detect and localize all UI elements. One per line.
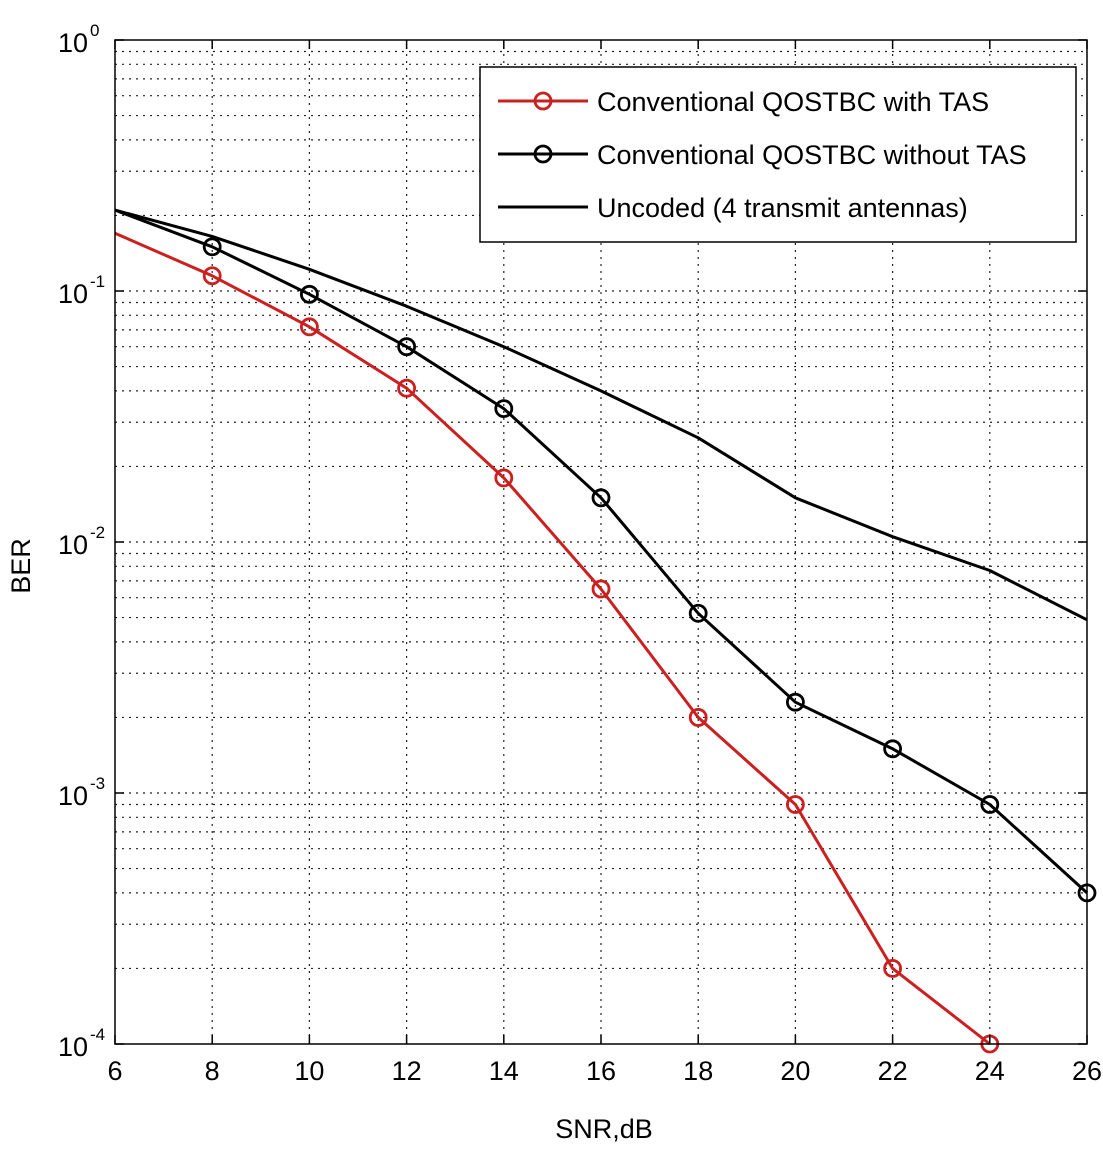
legend: Conventional QOSTBC with TAS Conventional…	[479, 66, 1077, 243]
x-tick-label: 14	[489, 1056, 519, 1086]
x-tick-label: 24	[975, 1056, 1005, 1086]
data-point	[202, 266, 222, 286]
y-tick-label: 10	[58, 279, 88, 309]
x-tick-label: 22	[878, 1056, 908, 1086]
series-line	[114, 231, 991, 1046]
y-tick-label-exponent: -3	[90, 774, 105, 793]
data-point	[299, 284, 319, 304]
data-point	[883, 959, 902, 978]
x-tick-label: 12	[392, 1056, 422, 1086]
plot-series	[114, 208, 1097, 1054]
x-tick-label: 16	[586, 1056, 616, 1086]
legend-label: Uncoded (4 transmit antennas)	[597, 193, 968, 223]
legend-label: Conventional QOSTBC without TAS	[597, 140, 1027, 170]
data-point	[786, 795, 805, 814]
grid-lines	[115, 40, 1087, 1044]
x-tick-label: 10	[294, 1056, 324, 1086]
legend-marker	[533, 144, 553, 164]
data-point	[202, 237, 222, 257]
y-tick-label: 10	[58, 28, 88, 58]
data-point	[688, 708, 708, 727]
legend-marker	[533, 91, 553, 111]
series-line	[114, 208, 1088, 622]
data-point	[494, 399, 514, 418]
x-tick-label: 6	[107, 1056, 122, 1086]
y-tick-label: 10	[58, 530, 88, 560]
y-tick-label: 10	[58, 1032, 88, 1062]
y-tick-label: 10	[58, 781, 88, 811]
y-tick-label-exponent: -1	[90, 272, 105, 291]
data-point	[786, 692, 805, 712]
data-point	[299, 317, 319, 337]
data-point	[688, 603, 708, 623]
series-3	[114, 208, 1088, 622]
series-line	[114, 208, 1089, 895]
y-tick-label-exponent: -4	[90, 1025, 105, 1044]
legend-label: Conventional QOSTBC with TAS	[597, 87, 989, 117]
x-tick-label: 20	[780, 1056, 810, 1086]
legend-item: Conventional QOSTBC with TAS	[498, 87, 989, 117]
data-point	[591, 488, 611, 508]
legend-item: Conventional QOSTBC without TAS	[498, 140, 1027, 170]
legend-item: Uncoded (4 transmit antennas)	[498, 193, 968, 223]
x-tick-label: 18	[683, 1056, 713, 1086]
data-point	[397, 378, 417, 398]
x-tick-label: 8	[205, 1056, 220, 1086]
y-axis-label: BER	[6, 538, 36, 594]
x-tick-label: 26	[1072, 1056, 1102, 1086]
data-point	[980, 795, 1000, 814]
data-point	[591, 579, 611, 599]
data-point	[494, 468, 514, 488]
x-axis-label: SNR,dB	[555, 1114, 653, 1144]
y-tick-label-exponent: -2	[90, 523, 105, 542]
data-point	[397, 337, 417, 357]
y-tick-label-exponent: 0	[90, 21, 99, 40]
series-1	[114, 231, 1000, 1054]
data-point	[883, 739, 902, 759]
series-2	[114, 208, 1097, 903]
